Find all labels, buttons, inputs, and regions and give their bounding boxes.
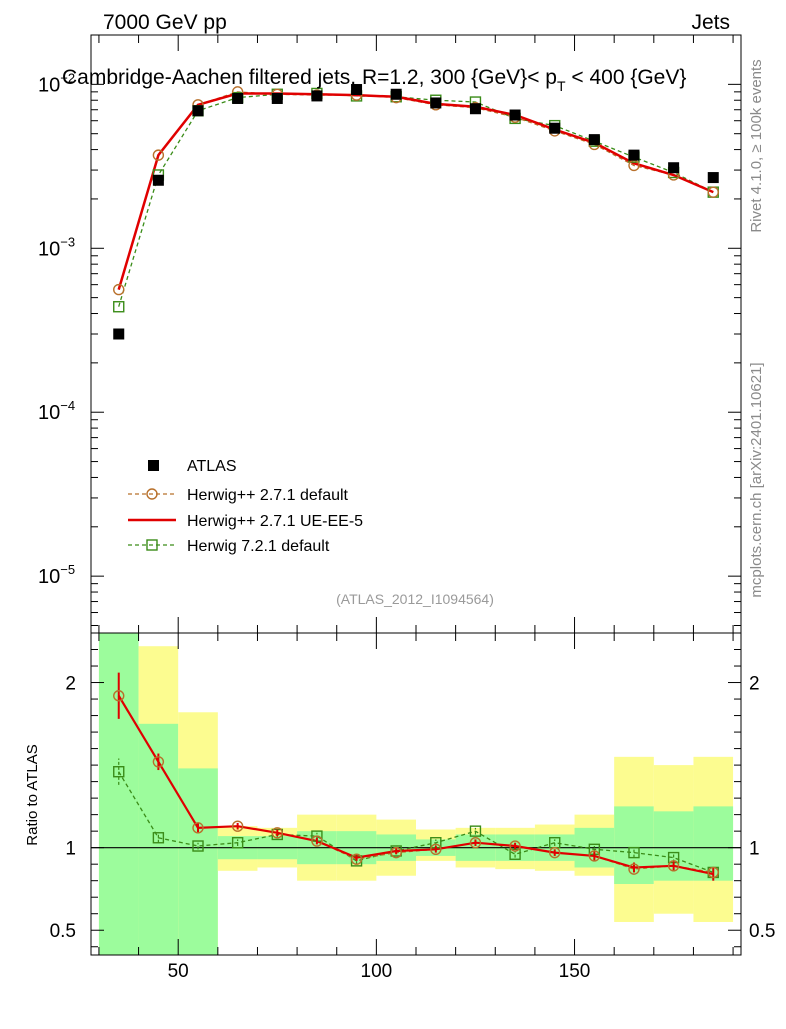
ratio-point-herwig-default [231,820,244,832]
ratio-point-herwig-default [390,846,402,859]
point-atlas [351,84,363,96]
ratio-point-herwig-default [152,756,165,768]
analysis-label: (ATLAS_2012_I1094564) [336,591,494,607]
ratio-point-herwig7 [192,840,204,852]
ratio-ytick-label-right: 0.5 [749,921,775,942]
ratio-point-herwig7 [231,837,244,849]
ratio-point-herwig-default [509,840,521,852]
point-atlas [113,328,125,340]
legend: ATLAS Herwig++ 2.7.1 default Herwig++ 2.… [128,458,363,555]
ratio-point-herwig-default [588,850,601,862]
legend-label-ue-ee5: Herwig++ 2.7.1 UE-EE-5 [187,513,363,530]
ratio-point-herwig7 [628,846,640,859]
main-ytick-exp: −5 [60,562,75,577]
ratio-point-herwig-default [469,837,482,849]
ratio-xtick-label: 100 [361,961,393,982]
ratio-ytick-label-left: 2 [65,674,76,695]
ratio-ytick-label-left: 0.5 [50,921,76,942]
point-atlas [628,149,640,161]
legend-label-herwig-default: Herwig++ 2.7.1 default [187,487,349,504]
main-ytick-label: 10−4 [38,398,75,424]
ratio-point-herwig-default [549,846,561,859]
main-ytick-base: 10 [38,566,60,588]
side-rivet-label: Rivet 4.1.0, ≥ 100k events [748,59,765,232]
point-atlas [707,172,719,184]
ratio-xtick-label: 50 [168,961,189,982]
ratio-bands [98,633,734,955]
point-atlas [271,92,283,104]
ratio-point-herwig-default [707,866,719,879]
point-atlas [311,90,323,102]
ratio-point-herwig-default [628,863,640,875]
point-atlas [549,122,561,134]
point-atlas [430,97,442,109]
main-ytick-base: 10 [38,402,60,424]
series-line-herwig-default [118,91,714,290]
main-ytick-exp: −2 [60,70,75,85]
series-line-ue-ee5 [117,92,714,290]
ratio-line-ue-ee5 [117,695,714,876]
point-atlas [469,103,481,115]
legend-label-atlas: ATLAS [187,458,237,475]
series-line-herwig7 [118,92,714,307]
chart-title: Cambridge-Aachen filtered jets, R=1.2, 3… [62,66,686,94]
ratio-point-herwig-default [430,843,442,856]
point-herwig-default [707,186,719,198]
ratio-band-inner [178,768,218,955]
ratio-point-herwig-default [271,827,283,839]
chart-title-sub: T [557,78,566,94]
point-atlas [588,134,600,146]
main-ytick-exp: −4 [60,398,75,413]
main-ytick-base: 10 [38,238,60,260]
point-atlas [668,162,680,174]
legend-label-herwig7: Herwig 7.2.1 default [187,538,330,555]
main-ytick-base: 10 [38,74,60,96]
ratio-panel: 50 100 150 0.5 0.5 1 1 2 2 [50,633,775,982]
main-ytick-label: 10−2 [38,70,75,96]
main-panel: 10−510−410−310−210−1 [38,34,741,633]
ratio-ytick-label-right: 1 [749,839,760,860]
legend-marker-atlas [148,460,159,471]
point-atlas [509,109,521,121]
ratio-xtick-label: 150 [559,961,591,982]
point-herwig-default [152,149,165,161]
main-ytick-label: 10−5 [38,562,75,588]
ratio-point-herwig-default [113,690,125,702]
chart-title-tail: < 400 {GeV} [566,66,687,89]
ratio-point-herwig7 [113,766,125,778]
ratio-line-herwig7 [118,771,714,874]
ratio-point-herwig-default [192,822,204,834]
main-ytick-exp: −3 [60,234,75,249]
point-atlas [192,105,204,117]
ratio-frame [90,632,742,956]
point-herwig-default [113,283,125,296]
ratio-point-herwig7 [152,832,165,844]
legend-marker-herwig7 [146,539,158,551]
point-atlas [152,174,164,186]
ratio-point-herwig-default [667,860,680,872]
ratio-point-herwig-default [311,835,323,847]
ratio-ytick-label-left: 1 [65,839,76,860]
main-ytick-label: 10−3 [38,234,75,260]
ratio-point-herwig7 [469,825,482,837]
point-atlas [390,88,402,100]
ratio-ytick-label-right: 2 [749,674,760,695]
side-mcplots-label: mcplots.cern.ch [arXiv:2401.10621] [748,362,765,597]
header-left-label: 7000 GeV pp [103,11,227,34]
legend-marker-herwig-default [146,488,158,500]
ratio-point-herwig-default [350,853,363,865]
ratio-ylabel: Ratio to ATLAS [24,744,41,845]
header-right-label: Jets [691,11,730,34]
point-herwig7 [113,301,125,313]
chart-title-main: Cambridge-Aachen filtered jets, R=1.2, 3… [62,66,557,89]
point-atlas [232,92,244,104]
